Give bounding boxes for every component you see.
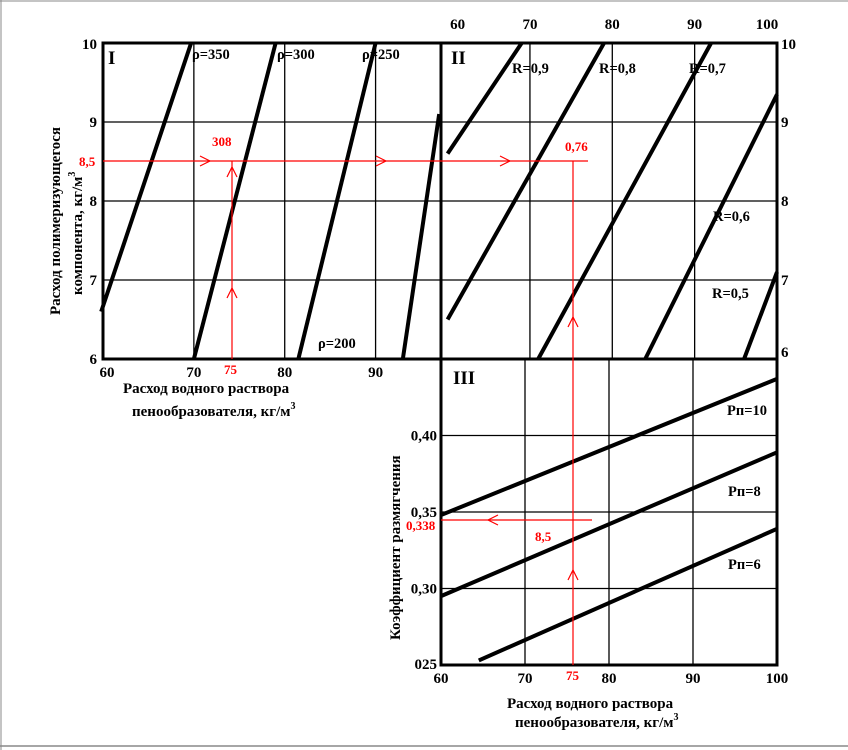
tick-label-p1-x: 70 — [186, 365, 201, 381]
example-arrow-3 — [499, 155, 512, 167]
series-line-2-3 — [536, 42, 713, 360]
panel-1-series — [99, 42, 442, 360]
tick-label-p2-y: 6 — [781, 345, 789, 361]
series-label-pp-6: Рп=6 — [728, 557, 761, 573]
tick-label-p2-x: 70 — [522, 17, 537, 33]
tick-label-p2-x: 90 — [687, 17, 702, 33]
tick-label-p3-y: 0,30 — [411, 582, 437, 598]
tick-label-p1-y: 10 — [82, 37, 97, 53]
tick-label-p2-x: 60 — [450, 17, 465, 33]
example-arrow-4 — [226, 286, 238, 299]
panel-1-y-axis-title-line1: Расход полимеризующегося — [48, 127, 64, 315]
tick-label-p2-y: 9 — [781, 115, 789, 131]
series-line-2-2 — [445, 42, 606, 321]
tick-label-p2-x: 100 — [756, 17, 779, 33]
panel-3-x-axis-title-line2: пенообразователя, кг/м3 — [515, 712, 678, 731]
tick-label-p3-x: 90 — [686, 671, 701, 687]
tick-label-p1-x: 60 — [100, 365, 115, 381]
panel-3-series — [440, 377, 778, 663]
series-label-r-09: R=0,9 — [512, 61, 549, 77]
example-arrow-7 — [567, 568, 579, 581]
series-label-rho-250: ρ=250 — [362, 47, 400, 63]
series-label-r-08: R=0,8 — [599, 61, 636, 77]
tick-label-p3-x: 70 — [518, 671, 533, 687]
example-label-softening: 0,76 — [565, 139, 588, 154]
panel-3-label: III — [453, 368, 475, 389]
panel-2-label: II — [451, 48, 466, 69]
tick-label-p2-y: 8 — [781, 194, 789, 210]
example-arrow-1 — [199, 155, 212, 167]
example-label-result: 0,338 — [406, 518, 436, 533]
tick-label-p1-x: 90 — [368, 365, 383, 381]
tick-label-p1-y: 8 — [90, 194, 98, 210]
tick-label-p1-y: 6 — [90, 352, 98, 368]
tick-label-p3-y: 0,35 — [411, 505, 437, 521]
panel-1-x-axis-title-line1: Расход водного раствора — [123, 381, 290, 397]
series-label-r-06: R=0,6 — [713, 209, 750, 225]
tick-label-p1-x: 80 — [277, 365, 292, 381]
example-arrow-5 — [226, 165, 238, 178]
series-label-rho-200: ρ=200 — [318, 336, 356, 352]
panel-3-x-axis-title-line1: Расход водного раствора — [507, 696, 674, 712]
panel-2-series — [445, 41, 779, 360]
series-line-2-4 — [643, 93, 779, 360]
example-arrow-2 — [375, 155, 388, 167]
series-line-2-1 — [445, 41, 524, 155]
tick-label-p3-x: 80 — [602, 671, 617, 687]
series-label-r-07: R=0,7 — [689, 61, 726, 77]
series-line-3-1 — [440, 377, 778, 517]
series-line-1-3 — [296, 42, 378, 360]
panel-1-y-axis-title-line2: компонента, кг/м3 — [67, 172, 86, 295]
tick-label-p2-y: 7 — [781, 273, 789, 289]
series-line-1-2 — [191, 42, 278, 360]
example-arrow-8 — [486, 514, 499, 526]
series-line-1-1 — [99, 42, 194, 313]
tick-label-p3-y: 0,40 — [411, 429, 437, 445]
example-label-p3-value: 8,5 — [535, 529, 552, 544]
worked-example — [103, 155, 592, 665]
series-line-2-5 — [742, 271, 779, 360]
example-label-x75-bottom: 75 — [566, 668, 580, 683]
example-label-density: 308 — [212, 134, 232, 149]
tick-label-p1-y: 7 — [90, 273, 98, 289]
tick-label-p2-y: 10 — [781, 37, 796, 53]
example-label-y85: 8,5 — [79, 154, 96, 169]
tick-label-p3-y: 025 — [415, 657, 438, 673]
tick-label-p3-x: 60 — [434, 671, 449, 687]
series-label-pp-10: Рп=10 — [727, 403, 767, 419]
series-label-r-05: R=0,5 — [712, 286, 749, 302]
panel-3-y-axis-title: Коэффициент размягчения — [388, 455, 404, 640]
tick-label-p3-x: 100 — [766, 671, 789, 687]
example-arrow-6 — [567, 315, 579, 328]
series-label-rho-300: ρ=300 — [277, 47, 315, 63]
series-line-3-2 — [440, 450, 778, 598]
panel-1-label: I — [108, 48, 115, 69]
series-label-pp-8: Рп=8 — [728, 484, 761, 500]
series-label-rho-350: ρ=350 — [192, 47, 230, 63]
example-label-x75: 75 — [224, 362, 238, 377]
panel-3-frame — [439, 357, 779, 667]
series-line-1-4 — [400, 113, 442, 360]
tick-labels: 60 70 80 90 6 7 8 9 10 60 70 80 90 100 6 7 8 9 10 60 70 80 90 1… — [82, 17, 796, 687]
panel-1-grid — [103, 43, 441, 359]
series-line-3-3 — [477, 527, 778, 663]
tick-label-p1-y: 9 — [90, 115, 98, 131]
panel-3-grid — [441, 359, 777, 665]
tick-label-p2-x: 80 — [605, 17, 620, 33]
panel-2-grid — [441, 43, 777, 359]
panel-1-x-axis-title-line2: пенообразователя, кг/м3 — [132, 401, 295, 420]
